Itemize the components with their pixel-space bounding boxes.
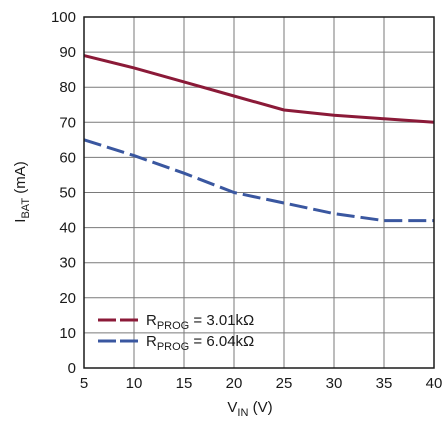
x-tick-label: 20 <box>226 375 243 392</box>
legend-label-6-04k-value: = 6.04kΩ <box>189 333 254 350</box>
y-tick-label: 0 <box>68 360 76 377</box>
y-tick-label: 70 <box>59 114 76 131</box>
y-tick-label: 100 <box>51 9 76 26</box>
x-axis-label-main: V <box>227 399 237 416</box>
y-tick-label: 60 <box>59 149 76 166</box>
x-tick-label: 5 <box>80 375 88 392</box>
y-tick-label: 30 <box>59 255 76 272</box>
legend-label-6-04k-sub: PROG <box>157 341 189 353</box>
y-tick-label: 50 <box>59 185 76 202</box>
x-tick-label: 40 <box>426 375 443 392</box>
y-tick-label: 80 <box>59 79 76 96</box>
legend-label-3-01k: RPROG = 3.01kΩ <box>146 312 254 332</box>
y-axis-label-sub: BAT <box>20 198 32 219</box>
legend-entry-6-04k: RPROG = 6.04kΩ <box>98 333 254 353</box>
x-tick-label: 15 <box>176 375 193 392</box>
legend-label-3-01k-sub: PROG <box>157 320 189 332</box>
legend-label-3-01k-main: R <box>146 312 157 329</box>
x-tick-label: 35 <box>376 375 393 392</box>
x-axis-label-unit: (V) <box>248 399 272 416</box>
y-axis-label: IBAT (mA) <box>12 161 32 222</box>
plot-frame <box>83 16 435 369</box>
x-tick-label: 10 <box>126 375 143 392</box>
legend-label-3-01k-value: = 3.01kΩ <box>189 312 254 329</box>
x-axis-label-sub: IN <box>237 407 248 419</box>
y-tick-label: 40 <box>59 220 76 237</box>
y-axis-ticks: 0 10 20 30 40 50 60 70 80 90 100 <box>51 9 76 377</box>
y-tick-label: 20 <box>59 290 76 307</box>
x-axis-ticks: 5 10 15 20 25 30 35 40 <box>80 375 443 392</box>
y-tick-label: 10 <box>59 325 76 342</box>
legend-label-6-04k: RPROG = 6.04kΩ <box>146 333 254 353</box>
x-axis-label: VIN (V) <box>227 399 272 419</box>
y-axis-label-main: I <box>12 219 29 223</box>
y-axis-label-unit: (mA) <box>12 161 29 198</box>
y-tick-label: 90 <box>59 44 76 61</box>
legend: RPROG = 3.01kΩ RPROG = 6.04kΩ <box>98 312 254 353</box>
x-tick-label: 25 <box>276 375 293 392</box>
legend-label-6-04k-main: R <box>146 333 157 350</box>
plot-area <box>83 54 435 223</box>
legend-entry-3-01k: RPROG = 3.01kΩ <box>98 312 254 332</box>
x-tick-label: 30 <box>326 375 343 392</box>
series-line-1 <box>83 138 434 223</box>
series-line-0 <box>83 54 435 124</box>
